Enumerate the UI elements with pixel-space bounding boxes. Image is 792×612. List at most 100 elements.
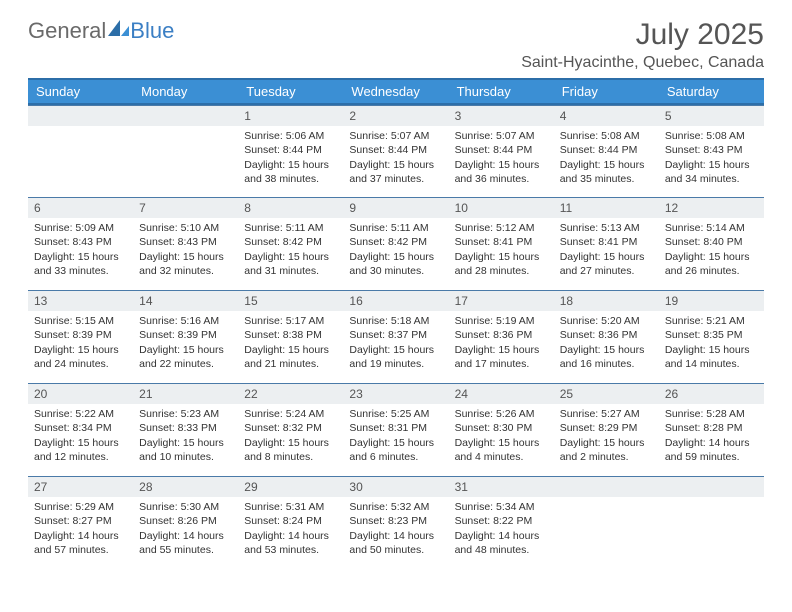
daylight2-text: and 8 minutes. xyxy=(242,450,339,464)
calendar-week: 20Sunrise: 5:22 AMSunset: 8:34 PMDayligh… xyxy=(28,383,764,476)
calendar-cell: 22Sunrise: 5:24 AMSunset: 8:32 PMDayligh… xyxy=(238,383,343,476)
sunrise-text: Sunrise: 5:29 AM xyxy=(32,500,129,514)
daylight2-text: and 12 minutes. xyxy=(32,450,129,464)
day-number: 22 xyxy=(238,383,343,404)
daylight2-text: and 33 minutes. xyxy=(32,264,129,278)
daylight2-text: and 37 minutes. xyxy=(347,172,444,186)
daylight2-text: and 55 minutes. xyxy=(137,543,234,557)
day-number: 19 xyxy=(659,290,764,311)
sunset-text: Sunset: 8:41 PM xyxy=(558,235,655,249)
daylight2-text: and 32 minutes. xyxy=(137,264,234,278)
sunrise-text: Sunrise: 5:34 AM xyxy=(453,500,550,514)
daylight2-text: and 34 minutes. xyxy=(663,172,760,186)
day-number: 6 xyxy=(28,197,133,218)
day-number: 29 xyxy=(238,476,343,497)
daylight2-text: and 57 minutes. xyxy=(32,543,129,557)
calendar-cell: 13Sunrise: 5:15 AMSunset: 8:39 PMDayligh… xyxy=(28,290,133,383)
daylight2-text: and 22 minutes. xyxy=(137,357,234,371)
daylight2-text: and 27 minutes. xyxy=(558,264,655,278)
sunset-text: Sunset: 8:44 PM xyxy=(453,143,550,157)
day-number: 31 xyxy=(449,476,554,497)
calendar-cell: 5Sunrise: 5:08 AMSunset: 8:43 PMDaylight… xyxy=(659,104,764,197)
calendar-week: 1Sunrise: 5:06 AMSunset: 8:44 PMDaylight… xyxy=(28,104,764,197)
sunset-text: Sunset: 8:29 PM xyxy=(558,421,655,435)
weekday-heading: Friday xyxy=(554,79,659,104)
day-number: 25 xyxy=(554,383,659,404)
calendar-cell: 10Sunrise: 5:12 AMSunset: 8:41 PMDayligh… xyxy=(449,197,554,290)
day-number xyxy=(554,476,659,497)
day-number: 21 xyxy=(133,383,238,404)
daylight1-text: Daylight: 15 hours xyxy=(347,158,444,172)
day-number: 13 xyxy=(28,290,133,311)
calendar-cell: 18Sunrise: 5:20 AMSunset: 8:36 PMDayligh… xyxy=(554,290,659,383)
daylight2-text: and 4 minutes. xyxy=(453,450,550,464)
calendar-cell: 1Sunrise: 5:06 AMSunset: 8:44 PMDaylight… xyxy=(238,104,343,197)
calendar-cell: 31Sunrise: 5:34 AMSunset: 8:22 PMDayligh… xyxy=(449,476,554,569)
daylight1-text: Daylight: 15 hours xyxy=(558,343,655,357)
sunrise-text: Sunrise: 5:10 AM xyxy=(137,221,234,235)
sunrise-text: Sunrise: 5:32 AM xyxy=(347,500,444,514)
day-number: 15 xyxy=(238,290,343,311)
daylight1-text: Daylight: 15 hours xyxy=(32,343,129,357)
calendar-table: Sunday Monday Tuesday Wednesday Thursday… xyxy=(28,78,764,569)
daylight2-text: and 28 minutes. xyxy=(453,264,550,278)
title-block: July 2025 Saint-Hyacinthe, Quebec, Canad… xyxy=(521,18,764,72)
calendar-cell: 26Sunrise: 5:28 AMSunset: 8:28 PMDayligh… xyxy=(659,383,764,476)
sunrise-text: Sunrise: 5:31 AM xyxy=(242,500,339,514)
day-number: 26 xyxy=(659,383,764,404)
calendar-cell: 6Sunrise: 5:09 AMSunset: 8:43 PMDaylight… xyxy=(28,197,133,290)
calendar-cell: 25Sunrise: 5:27 AMSunset: 8:29 PMDayligh… xyxy=(554,383,659,476)
sunset-text: Sunset: 8:36 PM xyxy=(453,328,550,342)
sunset-text: Sunset: 8:32 PM xyxy=(242,421,339,435)
sunrise-text: Sunrise: 5:19 AM xyxy=(453,314,550,328)
calendar-cell: 20Sunrise: 5:22 AMSunset: 8:34 PMDayligh… xyxy=(28,383,133,476)
sunrise-text: Sunrise: 5:13 AM xyxy=(558,221,655,235)
calendar-cell xyxy=(659,476,764,569)
calendar-cell: 16Sunrise: 5:18 AMSunset: 8:37 PMDayligh… xyxy=(343,290,448,383)
day-number: 9 xyxy=(343,197,448,218)
calendar-cell: 29Sunrise: 5:31 AMSunset: 8:24 PMDayligh… xyxy=(238,476,343,569)
daylight1-text: Daylight: 15 hours xyxy=(137,436,234,450)
daylight1-text: Daylight: 15 hours xyxy=(32,436,129,450)
daylight2-text: and 26 minutes. xyxy=(663,264,760,278)
sunset-text: Sunset: 8:38 PM xyxy=(242,328,339,342)
daylight2-text: and 16 minutes. xyxy=(558,357,655,371)
sunset-text: Sunset: 8:40 PM xyxy=(663,235,760,249)
calendar-cell: 11Sunrise: 5:13 AMSunset: 8:41 PMDayligh… xyxy=(554,197,659,290)
sunrise-text: Sunrise: 5:21 AM xyxy=(663,314,760,328)
day-number: 20 xyxy=(28,383,133,404)
calendar-cell: 15Sunrise: 5:17 AMSunset: 8:38 PMDayligh… xyxy=(238,290,343,383)
sunrise-text: Sunrise: 5:22 AM xyxy=(32,407,129,421)
calendar-cell: 27Sunrise: 5:29 AMSunset: 8:27 PMDayligh… xyxy=(28,476,133,569)
day-number xyxy=(28,105,133,126)
day-number: 12 xyxy=(659,197,764,218)
day-number: 4 xyxy=(554,105,659,126)
sunset-text: Sunset: 8:30 PM xyxy=(453,421,550,435)
calendar-cell: 8Sunrise: 5:11 AMSunset: 8:42 PMDaylight… xyxy=(238,197,343,290)
sunrise-text: Sunrise: 5:27 AM xyxy=(558,407,655,421)
day-number: 10 xyxy=(449,197,554,218)
brand-logo: General Blue xyxy=(28,18,174,44)
sunrise-text: Sunrise: 5:14 AM xyxy=(663,221,760,235)
daylight2-text: and 10 minutes. xyxy=(137,450,234,464)
day-number xyxy=(133,105,238,126)
daylight2-text: and 48 minutes. xyxy=(453,543,550,557)
sunset-text: Sunset: 8:44 PM xyxy=(558,143,655,157)
sunrise-text: Sunrise: 5:28 AM xyxy=(663,407,760,421)
brand-general: General xyxy=(28,18,106,44)
calendar-cell: 24Sunrise: 5:26 AMSunset: 8:30 PMDayligh… xyxy=(449,383,554,476)
sunset-text: Sunset: 8:35 PM xyxy=(663,328,760,342)
daylight2-text: and 21 minutes. xyxy=(242,357,339,371)
sunset-text: Sunset: 8:22 PM xyxy=(453,514,550,528)
day-number: 5 xyxy=(659,105,764,126)
calendar-cell: 7Sunrise: 5:10 AMSunset: 8:43 PMDaylight… xyxy=(133,197,238,290)
day-number: 11 xyxy=(554,197,659,218)
sunset-text: Sunset: 8:41 PM xyxy=(453,235,550,249)
calendar-cell: 12Sunrise: 5:14 AMSunset: 8:40 PMDayligh… xyxy=(659,197,764,290)
sunrise-text: Sunrise: 5:30 AM xyxy=(137,500,234,514)
sunrise-text: Sunrise: 5:18 AM xyxy=(347,314,444,328)
day-number: 30 xyxy=(343,476,448,497)
sunset-text: Sunset: 8:39 PM xyxy=(32,328,129,342)
calendar-cell xyxy=(28,104,133,197)
calendar-cell: 3Sunrise: 5:07 AMSunset: 8:44 PMDaylight… xyxy=(449,104,554,197)
